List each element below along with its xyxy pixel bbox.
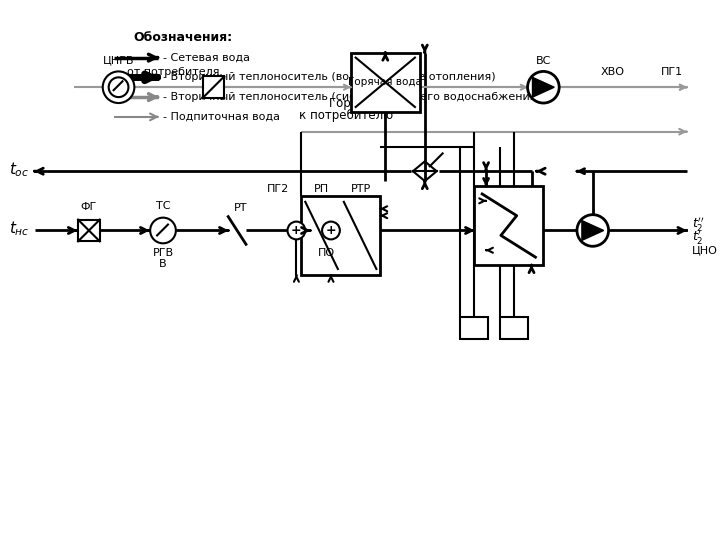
Text: РП: РП: [313, 184, 328, 194]
Text: ЦНО: ЦНО: [692, 245, 717, 255]
Bar: [474, 186, 544, 265]
Text: - Сетевая вода: - Сетевая вода: [163, 52, 250, 63]
Circle shape: [150, 218, 176, 244]
Circle shape: [103, 71, 135, 103]
Polygon shape: [533, 77, 554, 97]
Text: $t_{нс}$: $t_{нс}$: [9, 219, 30, 238]
Bar: [500, 318, 528, 339]
Text: ПГ1: ПГ1: [661, 68, 683, 77]
Text: Обозначения:: Обозначения:: [133, 31, 233, 44]
Circle shape: [109, 77, 128, 97]
Bar: [351, 53, 420, 112]
Circle shape: [322, 221, 340, 239]
Circle shape: [287, 221, 305, 239]
Text: ЦНГВ: ЦНГВ: [103, 56, 135, 65]
Text: ХВО: ХВО: [600, 68, 624, 77]
Text: В: В: [159, 259, 167, 269]
Text: Горячая вода: Горячая вода: [329, 97, 413, 110]
Text: ТС: ТС: [156, 201, 170, 211]
Text: ПГ2: ПГ2: [267, 184, 289, 194]
Text: $t_2''$: $t_2''$: [692, 214, 704, 233]
Circle shape: [577, 215, 608, 246]
Text: ФГ: ФГ: [81, 202, 97, 212]
Text: - Подпиточная вода: - Подпиточная вода: [163, 112, 280, 122]
Polygon shape: [582, 221, 603, 240]
Text: Горячая вода: Горячая вода: [348, 77, 422, 87]
Text: - Вторичный теплоноситель (вода в системе отопления): - Вторичный теплоноситель (вода в систем…: [163, 72, 495, 82]
Bar: [78, 220, 100, 241]
Text: РТ: РТ: [234, 202, 248, 213]
Text: к потребителю: к потребителю: [299, 109, 393, 122]
Text: ПО: ПО: [318, 248, 335, 258]
Text: ВС: ВС: [536, 57, 551, 66]
Text: от потребителя: от потребителя: [127, 68, 219, 77]
Bar: [302, 196, 380, 275]
Text: РГВ: РГВ: [153, 248, 174, 258]
Text: +: +: [325, 224, 336, 237]
Circle shape: [528, 71, 559, 103]
Text: РТР: РТР: [351, 184, 371, 194]
Bar: [460, 318, 488, 339]
Text: - Вторичный теплоноситель (система горячего водоснабжения): - Вторичный теплоноситель (система горяч…: [163, 92, 541, 102]
Text: +: +: [291, 224, 302, 237]
Bar: [202, 76, 224, 98]
Text: $t_{ос}$: $t_{ос}$: [9, 160, 30, 179]
Text: $t_2'$: $t_2'$: [692, 228, 703, 246]
